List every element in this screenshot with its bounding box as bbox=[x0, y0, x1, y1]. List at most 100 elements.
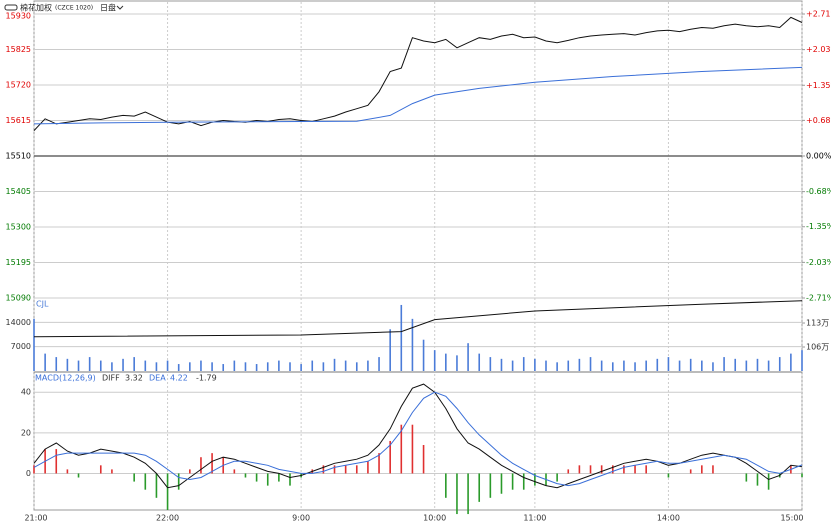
volume-bar bbox=[578, 358, 581, 371]
y2-tick-label: +2.03% bbox=[806, 45, 831, 54]
code: (CZCE 1020) bbox=[55, 5, 93, 12]
volume-bar bbox=[322, 362, 325, 371]
macd-bar bbox=[200, 457, 202, 474]
y2-tick-label: -2.03% bbox=[806, 258, 831, 267]
macd-bar bbox=[701, 465, 703, 474]
macd-bar bbox=[634, 465, 636, 474]
volume-bar bbox=[667, 357, 670, 371]
volume-bar bbox=[189, 362, 191, 371]
volume-bar bbox=[701, 360, 703, 371]
macd-bar bbox=[378, 453, 380, 474]
macd-bar bbox=[600, 465, 603, 474]
y2-tick-label: +2.71% bbox=[806, 10, 831, 19]
volume-bar bbox=[556, 362, 558, 371]
y2-tick-label: -1.35% bbox=[806, 222, 831, 231]
volume-bar bbox=[545, 360, 547, 371]
volume-bar bbox=[723, 357, 725, 371]
volume-bar bbox=[378, 357, 380, 371]
legend-name: DIFF bbox=[102, 374, 120, 383]
volume-bar bbox=[211, 362, 213, 371]
y2-tick-label: +0.68% bbox=[806, 116, 831, 125]
volume-bar bbox=[66, 358, 69, 371]
y-tick-label: 15405 bbox=[6, 187, 31, 196]
volume-bar bbox=[400, 304, 403, 371]
macd-bar bbox=[511, 473, 514, 490]
volume-bar bbox=[233, 360, 236, 371]
volume-bar bbox=[589, 357, 592, 371]
macd-bar bbox=[578, 465, 581, 474]
macd-bar bbox=[667, 473, 670, 478]
volume-bar bbox=[500, 358, 503, 371]
macd-bar bbox=[99, 465, 102, 474]
macd-bar bbox=[111, 469, 113, 474]
macd-bar bbox=[33, 465, 35, 474]
x-tick-label: 10:00 bbox=[423, 514, 446, 523]
y-tick-label: 15090 bbox=[6, 294, 31, 303]
session[interactable]: 日盘 bbox=[100, 3, 116, 13]
volume-bar bbox=[445, 353, 447, 371]
volume-bar bbox=[33, 318, 35, 371]
volume-bar bbox=[433, 350, 436, 371]
volume-bar bbox=[489, 357, 492, 371]
volume-bar bbox=[144, 360, 147, 371]
legend-name: DEA bbox=[149, 374, 166, 383]
volume-bar bbox=[634, 362, 636, 371]
volume-bar bbox=[77, 360, 80, 371]
y-tick-label: 15930 bbox=[6, 12, 31, 21]
volume-bar bbox=[745, 360, 748, 371]
volume-bar bbox=[99, 360, 102, 371]
y2-tick-label: -0.68% bbox=[806, 187, 831, 196]
volume-bar bbox=[289, 362, 291, 371]
volume-bar bbox=[111, 362, 113, 371]
volume-bar bbox=[389, 329, 391, 371]
volume-bar bbox=[478, 353, 481, 371]
volume-bar bbox=[467, 343, 469, 371]
x-tick-label: 14:00 bbox=[657, 514, 680, 523]
macd-bar bbox=[389, 440, 391, 474]
volume-bar bbox=[712, 362, 714, 371]
volume-bar bbox=[756, 358, 759, 371]
macd-bar bbox=[456, 473, 458, 515]
macd-bar bbox=[567, 469, 570, 474]
macd-line bbox=[33, 391, 803, 487]
macd-bar bbox=[367, 461, 369, 474]
macd-bar bbox=[467, 473, 469, 515]
volume-bar bbox=[689, 358, 692, 371]
macd-bar bbox=[556, 473, 558, 482]
y-tick-label: 40 bbox=[21, 388, 31, 397]
volume-bar bbox=[266, 362, 269, 371]
volume-bar bbox=[122, 358, 124, 371]
y-tick-label: 20 bbox=[21, 428, 31, 437]
x-tick-label: 21:00 bbox=[24, 514, 47, 523]
macd-bar bbox=[55, 449, 58, 474]
macd-bar bbox=[745, 473, 748, 482]
volume-bar bbox=[278, 360, 280, 371]
volume-bar bbox=[88, 357, 91, 371]
macd-bar bbox=[756, 473, 759, 486]
volume-bar bbox=[422, 339, 425, 371]
icon bbox=[4, 4, 18, 11]
y-tick-label: 14000 bbox=[6, 318, 31, 327]
macd-bar bbox=[77, 473, 80, 478]
price-line bbox=[33, 66, 803, 125]
y2-tick-label: 113万 bbox=[806, 319, 829, 328]
volume-bar bbox=[522, 357, 525, 371]
macd-bar bbox=[534, 473, 536, 486]
macd-bar bbox=[244, 473, 247, 478]
y2-tick-label: +1.35% bbox=[806, 81, 831, 90]
dropdown-arrow[interactable] bbox=[116, 5, 124, 10]
macd-bar bbox=[177, 473, 180, 490]
macd-bar bbox=[166, 473, 169, 510]
y-tick-label: 15825 bbox=[6, 45, 31, 54]
volume-bar bbox=[133, 357, 135, 371]
y-tick-label: 7000 bbox=[11, 342, 31, 351]
macd-bar bbox=[801, 473, 803, 478]
legend-value: 4.22 bbox=[170, 374, 188, 383]
volume-bar bbox=[44, 353, 46, 371]
volume-bar bbox=[656, 358, 659, 371]
volume-bar bbox=[55, 357, 58, 371]
volume-bar bbox=[333, 358, 336, 371]
volume-bar bbox=[623, 360, 625, 371]
macd-bar bbox=[266, 473, 269, 486]
macd-bar bbox=[189, 469, 191, 474]
